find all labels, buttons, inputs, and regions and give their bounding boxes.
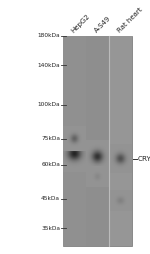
Text: 45kDa: 45kDa <box>41 196 60 201</box>
Text: 100kDa: 100kDa <box>37 102 60 107</box>
Text: 35kDa: 35kDa <box>41 226 60 231</box>
Bar <box>63 36 86 246</box>
Bar <box>86 36 109 246</box>
Text: 180kDa: 180kDa <box>37 33 60 38</box>
Text: Rat heart: Rat heart <box>116 6 144 34</box>
Bar <box>63 36 132 246</box>
Text: CRY2: CRY2 <box>138 156 150 162</box>
Text: 60kDa: 60kDa <box>41 162 60 167</box>
Text: 140kDa: 140kDa <box>37 63 60 68</box>
Text: HepG2: HepG2 <box>70 13 91 34</box>
Bar <box>109 36 132 246</box>
Text: 75kDa: 75kDa <box>41 136 60 141</box>
Text: A-S49: A-S49 <box>93 15 112 34</box>
